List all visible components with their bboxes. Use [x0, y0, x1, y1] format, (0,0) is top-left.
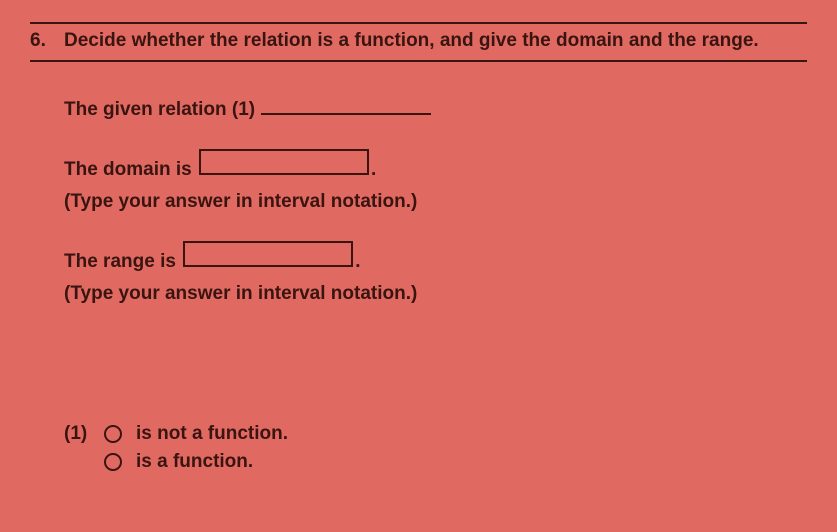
domain-line: The domain is .: [64, 149, 807, 181]
option-row-a: (1) is not a function.: [64, 423, 807, 445]
option-row-b: is a function.: [64, 451, 807, 473]
range-input-box[interactable]: [183, 241, 353, 267]
range-label-post: .: [355, 251, 360, 273]
relation-line: The given relation (1): [64, 96, 807, 121]
option-b-label: is a function.: [136, 451, 253, 473]
page-background: 6. Decide whether the relation is a func…: [0, 0, 837, 532]
option-group-label: (1): [64, 423, 104, 445]
options-block: (1) is not a function. is a function.: [30, 423, 807, 473]
relation-blank-underline[interactable]: [261, 96, 431, 115]
radio-is-function[interactable]: [104, 453, 122, 471]
content-area: 6. Decide whether the relation is a func…: [0, 0, 837, 473]
range-hint-line: (Type your answer in interval notation.): [64, 283, 807, 305]
domain-label-post: .: [371, 159, 376, 181]
question-body: The given relation (1) The domain is . (…: [30, 62, 807, 305]
range-label-pre: The range is: [64, 251, 176, 273]
domain-input-box[interactable]: [199, 149, 369, 175]
relation-label: The given relation (1): [64, 99, 255, 121]
option-a-label: is not a function.: [136, 423, 288, 445]
domain-label-pre: The domain is: [64, 159, 192, 181]
range-line: The range is .: [64, 241, 807, 273]
domain-hint: (Type your answer in interval notation.): [64, 191, 417, 213]
question-prompt: Decide whether the relation is a functio…: [64, 30, 807, 52]
question-header: 6. Decide whether the relation is a func…: [30, 30, 807, 62]
domain-hint-line: (Type your answer in interval notation.): [64, 191, 807, 213]
question-number: 6.: [30, 30, 64, 52]
radio-not-function[interactable]: [104, 425, 122, 443]
range-hint: (Type your answer in interval notation.): [64, 283, 417, 305]
top-horizontal-rule: [30, 22, 807, 24]
